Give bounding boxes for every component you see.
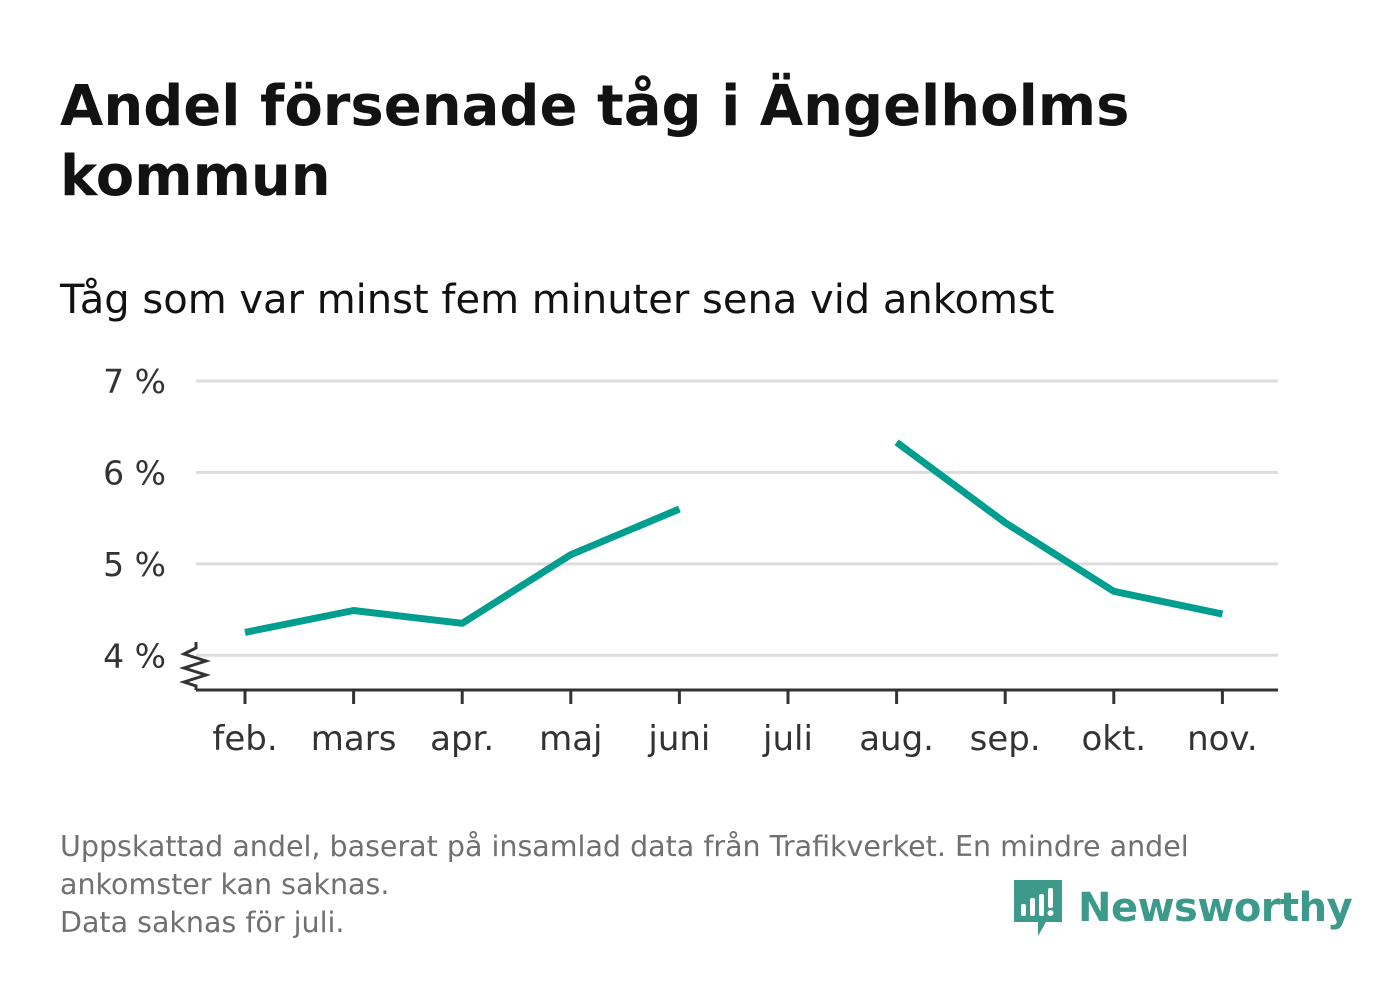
series-line: [894, 439, 1224, 618]
x-tick-label: nov.: [1187, 719, 1258, 759]
series-layer: [244, 439, 1224, 636]
gridlines: [196, 379, 1278, 657]
y-tick-label: 6 %: [103, 453, 166, 492]
x-tick-label: aug.: [859, 719, 934, 759]
footnote: Uppskattad andel, baserat på insamlad da…: [60, 828, 1320, 942]
footnote-line: ankomster kan saknas.: [60, 868, 390, 901]
footnote-line: Uppskattad andel, baserat på insamlad da…: [60, 830, 1189, 863]
brand-logo: Newsworthy: [1010, 876, 1353, 940]
x-tick-label: feb.: [212, 719, 277, 759]
chart-title: Andel försenade tåg i Ängelholms kommun: [60, 74, 1130, 209]
y-tick-label: 5 %: [103, 545, 166, 584]
brand-name: Newsworthy: [1078, 885, 1353, 931]
y-tick-label: 7 %: [103, 362, 166, 401]
newsworthy-logo-icon: [1014, 880, 1062, 936]
x-axis: [179, 642, 1278, 692]
x-tick-label: mars: [311, 719, 397, 759]
axis-break-icon: [179, 642, 211, 690]
y-tick-label: 4 %: [103, 636, 166, 675]
chart-subtitle: Tåg som var minst fem minuter sena vid a…: [60, 277, 1055, 323]
y-axis-ticks: 4 % 5 % 6 % 7 %: [103, 362, 166, 675]
x-tick-label: okt.: [1081, 719, 1146, 759]
x-tick-label: juli: [762, 719, 813, 759]
x-tick-label: juni: [647, 719, 710, 759]
series-line: [244, 505, 681, 636]
x-axis-ticks: feb. mars apr. maj juni juli aug. sep. okt. nov.: [212, 690, 1258, 759]
footnote-line: Data saknas för juli.: [60, 906, 345, 939]
x-tick-label: maj: [539, 719, 602, 759]
x-tick-label: sep.: [970, 719, 1041, 759]
x-tick-label: apr.: [430, 719, 494, 759]
line-chart: 4 % 5 % 6 % 7 % feb. mars apr. maj juni juli aug.…: [103, 362, 1278, 759]
